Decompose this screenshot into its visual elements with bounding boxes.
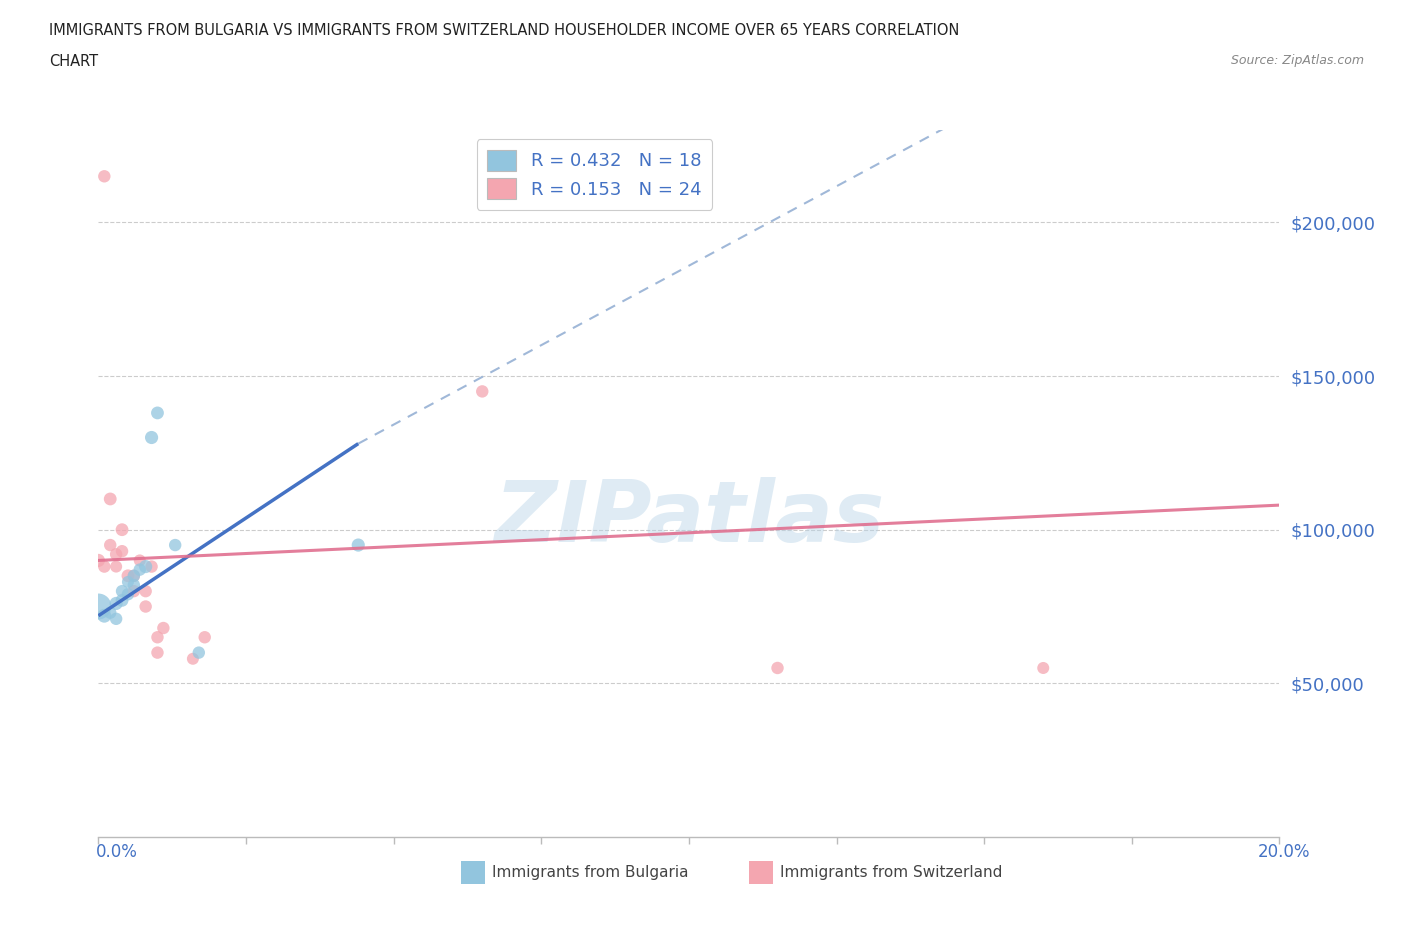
Point — [105, 611, 128, 626]
Point — [93, 608, 115, 623]
Point — [152, 620, 174, 635]
Point — [117, 568, 139, 583]
Point — [128, 553, 150, 568]
Legend: R = 0.432   N = 18, R = 0.153   N = 24: R = 0.432 N = 18, R = 0.153 N = 24 — [477, 140, 713, 210]
Point — [181, 651, 204, 666]
Point — [98, 538, 121, 552]
Point — [122, 584, 145, 599]
Point — [141, 430, 163, 445]
Point — [117, 575, 139, 590]
Point — [347, 538, 370, 552]
Point — [111, 584, 134, 599]
Point — [135, 584, 157, 599]
Point — [87, 553, 110, 568]
Point — [128, 563, 150, 578]
Point — [135, 599, 157, 614]
Text: Immigrants from Bulgaria: Immigrants from Bulgaria — [492, 865, 689, 880]
Point — [146, 630, 169, 644]
Point — [122, 568, 145, 583]
Point — [111, 593, 134, 608]
Point — [146, 405, 169, 420]
Point — [187, 645, 209, 660]
Point — [122, 568, 145, 583]
Point — [98, 605, 121, 620]
Point — [1032, 660, 1054, 675]
Point — [135, 559, 157, 574]
Point — [105, 559, 128, 574]
Point — [111, 523, 134, 538]
Text: Source: ZipAtlas.com: Source: ZipAtlas.com — [1230, 54, 1364, 67]
Point — [146, 645, 169, 660]
Text: CHART: CHART — [49, 54, 98, 69]
Point — [93, 169, 115, 184]
Point — [98, 492, 121, 507]
Text: IMMIGRANTS FROM BULGARIA VS IMMIGRANTS FROM SWITZERLAND HOUSEHOLDER INCOME OVER : IMMIGRANTS FROM BULGARIA VS IMMIGRANTS F… — [49, 23, 959, 38]
Point — [105, 596, 128, 611]
Point — [111, 544, 134, 559]
Point — [122, 578, 145, 592]
Point — [165, 538, 187, 552]
Point — [105, 547, 128, 562]
Point — [141, 559, 163, 574]
Text: Immigrants from Switzerland: Immigrants from Switzerland — [780, 865, 1002, 880]
Text: 0.0%: 0.0% — [96, 843, 138, 860]
Point — [194, 630, 217, 644]
Text: 20.0%: 20.0% — [1258, 843, 1310, 860]
Point — [766, 660, 789, 675]
Point — [471, 384, 494, 399]
Text: ZIPatlas: ZIPatlas — [494, 477, 884, 561]
Point — [117, 587, 139, 602]
Point — [87, 599, 110, 614]
Point — [93, 559, 115, 574]
